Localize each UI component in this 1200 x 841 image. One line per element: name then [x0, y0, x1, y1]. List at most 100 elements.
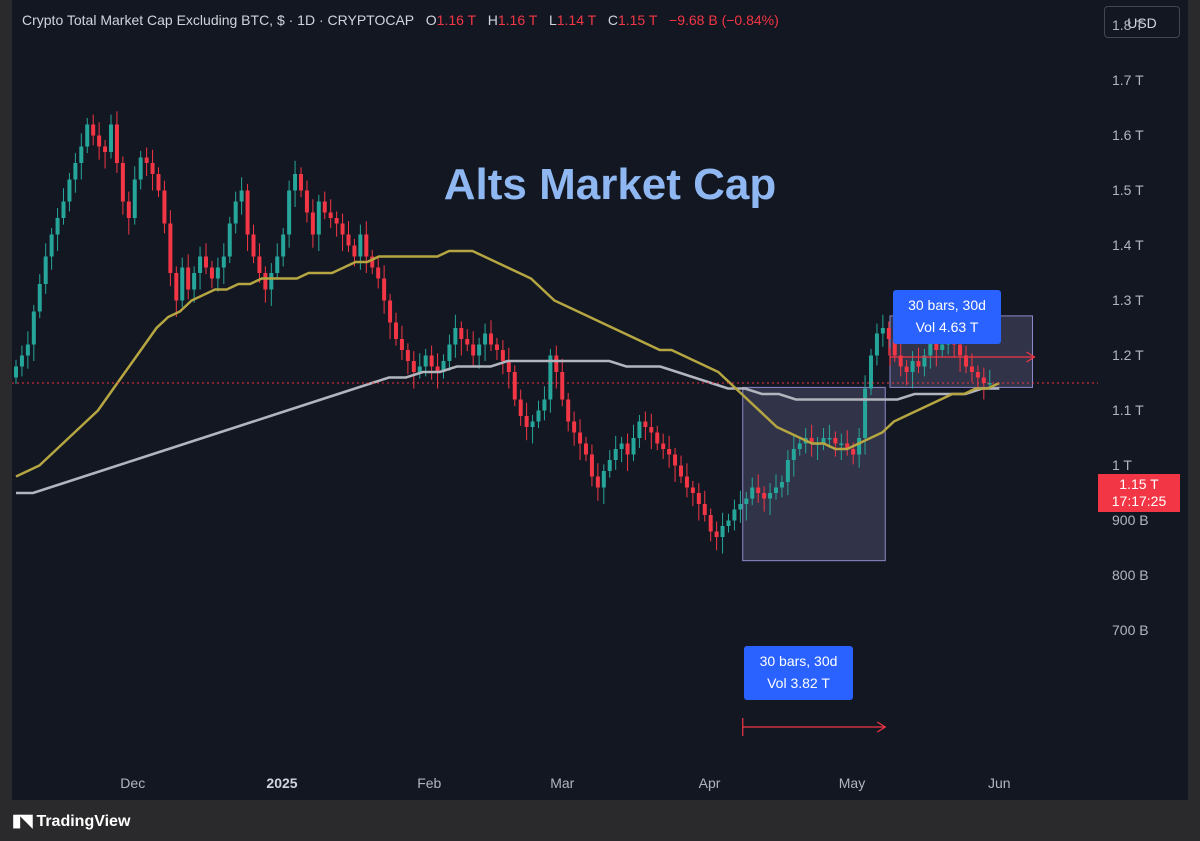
candle-body	[506, 361, 511, 372]
candle-body	[584, 443, 588, 455]
tradingview-logo-icon: ▮◥	[12, 811, 32, 830]
candle-body	[168, 223, 173, 273]
candle-body	[221, 256, 226, 268]
candle-body	[542, 399, 547, 411]
candle-body	[589, 454, 594, 477]
measure-may-vol: Vol 4.63 T	[915, 319, 979, 335]
candle-body	[209, 267, 214, 279]
candle-body	[61, 201, 66, 218]
candle-body	[465, 339, 470, 345]
candle-body	[797, 443, 802, 449]
last-price-value: 1.15 T	[1119, 476, 1159, 492]
candle-body	[756, 487, 761, 493]
candle-body	[916, 361, 921, 367]
candle-body	[299, 174, 303, 191]
candle-body	[186, 267, 191, 290]
candle-body	[245, 190, 250, 235]
change-value: −9.68 B (−0.84%)	[669, 12, 779, 28]
candle-body	[738, 504, 743, 510]
price-tick-label: 1.4 T	[1112, 236, 1144, 253]
candle-body	[898, 355, 903, 367]
candle-body	[673, 454, 678, 466]
candle-body	[346, 234, 351, 246]
candle-body	[156, 174, 161, 191]
candle-body	[388, 300, 393, 323]
measure-label-april[interactable]: 30 bars, 30d Vol 3.82 T	[744, 646, 853, 700]
open-label: O	[425, 12, 437, 28]
candle-body	[55, 218, 60, 235]
candle-body	[43, 256, 48, 284]
price-tick-label: 1.2 T	[1112, 346, 1144, 363]
candle-body	[281, 234, 286, 257]
candle-body	[613, 449, 618, 460]
candle-body	[340, 223, 345, 235]
currency-button[interactable]: USD	[1104, 6, 1180, 38]
brand-name: TradingView	[36, 813, 131, 830]
candle-body	[619, 443, 624, 449]
candle-body	[863, 388, 868, 438]
price-tick-label: 1.8 T	[1112, 16, 1144, 33]
candle-body	[144, 157, 149, 163]
candle-body	[494, 344, 499, 350]
candle-body	[910, 361, 915, 372]
measure-label-may[interactable]: 30 bars, 30d Vol 4.63 T	[893, 290, 1001, 344]
open-value: 1.16 T	[436, 12, 476, 28]
price-chart[interactable]	[0, 0, 1200, 800]
price-tick-label: 1.3 T	[1112, 291, 1144, 308]
candle-body	[126, 201, 131, 218]
candle-body	[554, 355, 559, 372]
candle-body	[394, 322, 398, 339]
candle-body	[637, 421, 642, 438]
candle-body	[661, 443, 666, 449]
candle-body	[287, 190, 292, 235]
candle-body	[453, 328, 458, 345]
high-value: 1.16 T	[497, 12, 538, 28]
slow-moving-average-line	[16, 359, 1000, 495]
candle-body	[109, 124, 113, 152]
candle-body	[500, 350, 505, 361]
candle-body	[19, 355, 24, 367]
candle-body	[328, 212, 333, 218]
candle-body	[827, 438, 832, 440]
candle-body	[791, 449, 796, 460]
candle-body	[512, 372, 517, 400]
candle-body	[132, 179, 137, 218]
candle-body	[233, 201, 238, 224]
high-label: H	[487, 12, 498, 28]
candle-body	[477, 344, 482, 356]
candle-body	[174, 273, 179, 301]
candle-body	[293, 174, 298, 191]
price-tick-label: 1.5 T	[1112, 181, 1144, 198]
candle-body	[251, 234, 256, 257]
candle-body	[162, 190, 167, 224]
candle-body	[483, 333, 488, 345]
bar-countdown: 17:17:25	[1111, 493, 1167, 509]
candle-body	[892, 339, 897, 356]
candle-body	[275, 256, 280, 273]
candle-body	[904, 366, 909, 372]
symbol-title[interactable]: Crypto Total Market Cap Excluding BTC, $…	[22, 12, 414, 28]
candle-body	[85, 124, 90, 147]
tradingview-logo[interactable]: ▮◥ TradingView	[12, 811, 130, 831]
candle-body	[785, 460, 790, 482]
candle-body	[987, 383, 992, 385]
time-tick-label: Mar	[550, 775, 575, 791]
candle-body	[880, 328, 885, 334]
candle-body	[204, 256, 208, 268]
candle-body	[869, 355, 873, 389]
candle-body	[447, 344, 452, 361]
time-tick-label: Dec	[120, 775, 146, 791]
candle-body	[263, 273, 268, 290]
candle-body	[518, 399, 523, 416]
last-price-tag: 1.15 T 17:17:25	[1098, 474, 1180, 512]
candle-body	[684, 476, 689, 488]
candle-body	[774, 487, 778, 493]
candle-body	[180, 267, 185, 301]
candle-body	[851, 449, 856, 455]
candle-body	[643, 421, 648, 427]
candle-body	[708, 515, 713, 532]
time-tick-label: Feb	[417, 775, 442, 791]
candle-body	[607, 460, 612, 471]
measure-april-vol: Vol 3.82 T	[767, 675, 830, 691]
